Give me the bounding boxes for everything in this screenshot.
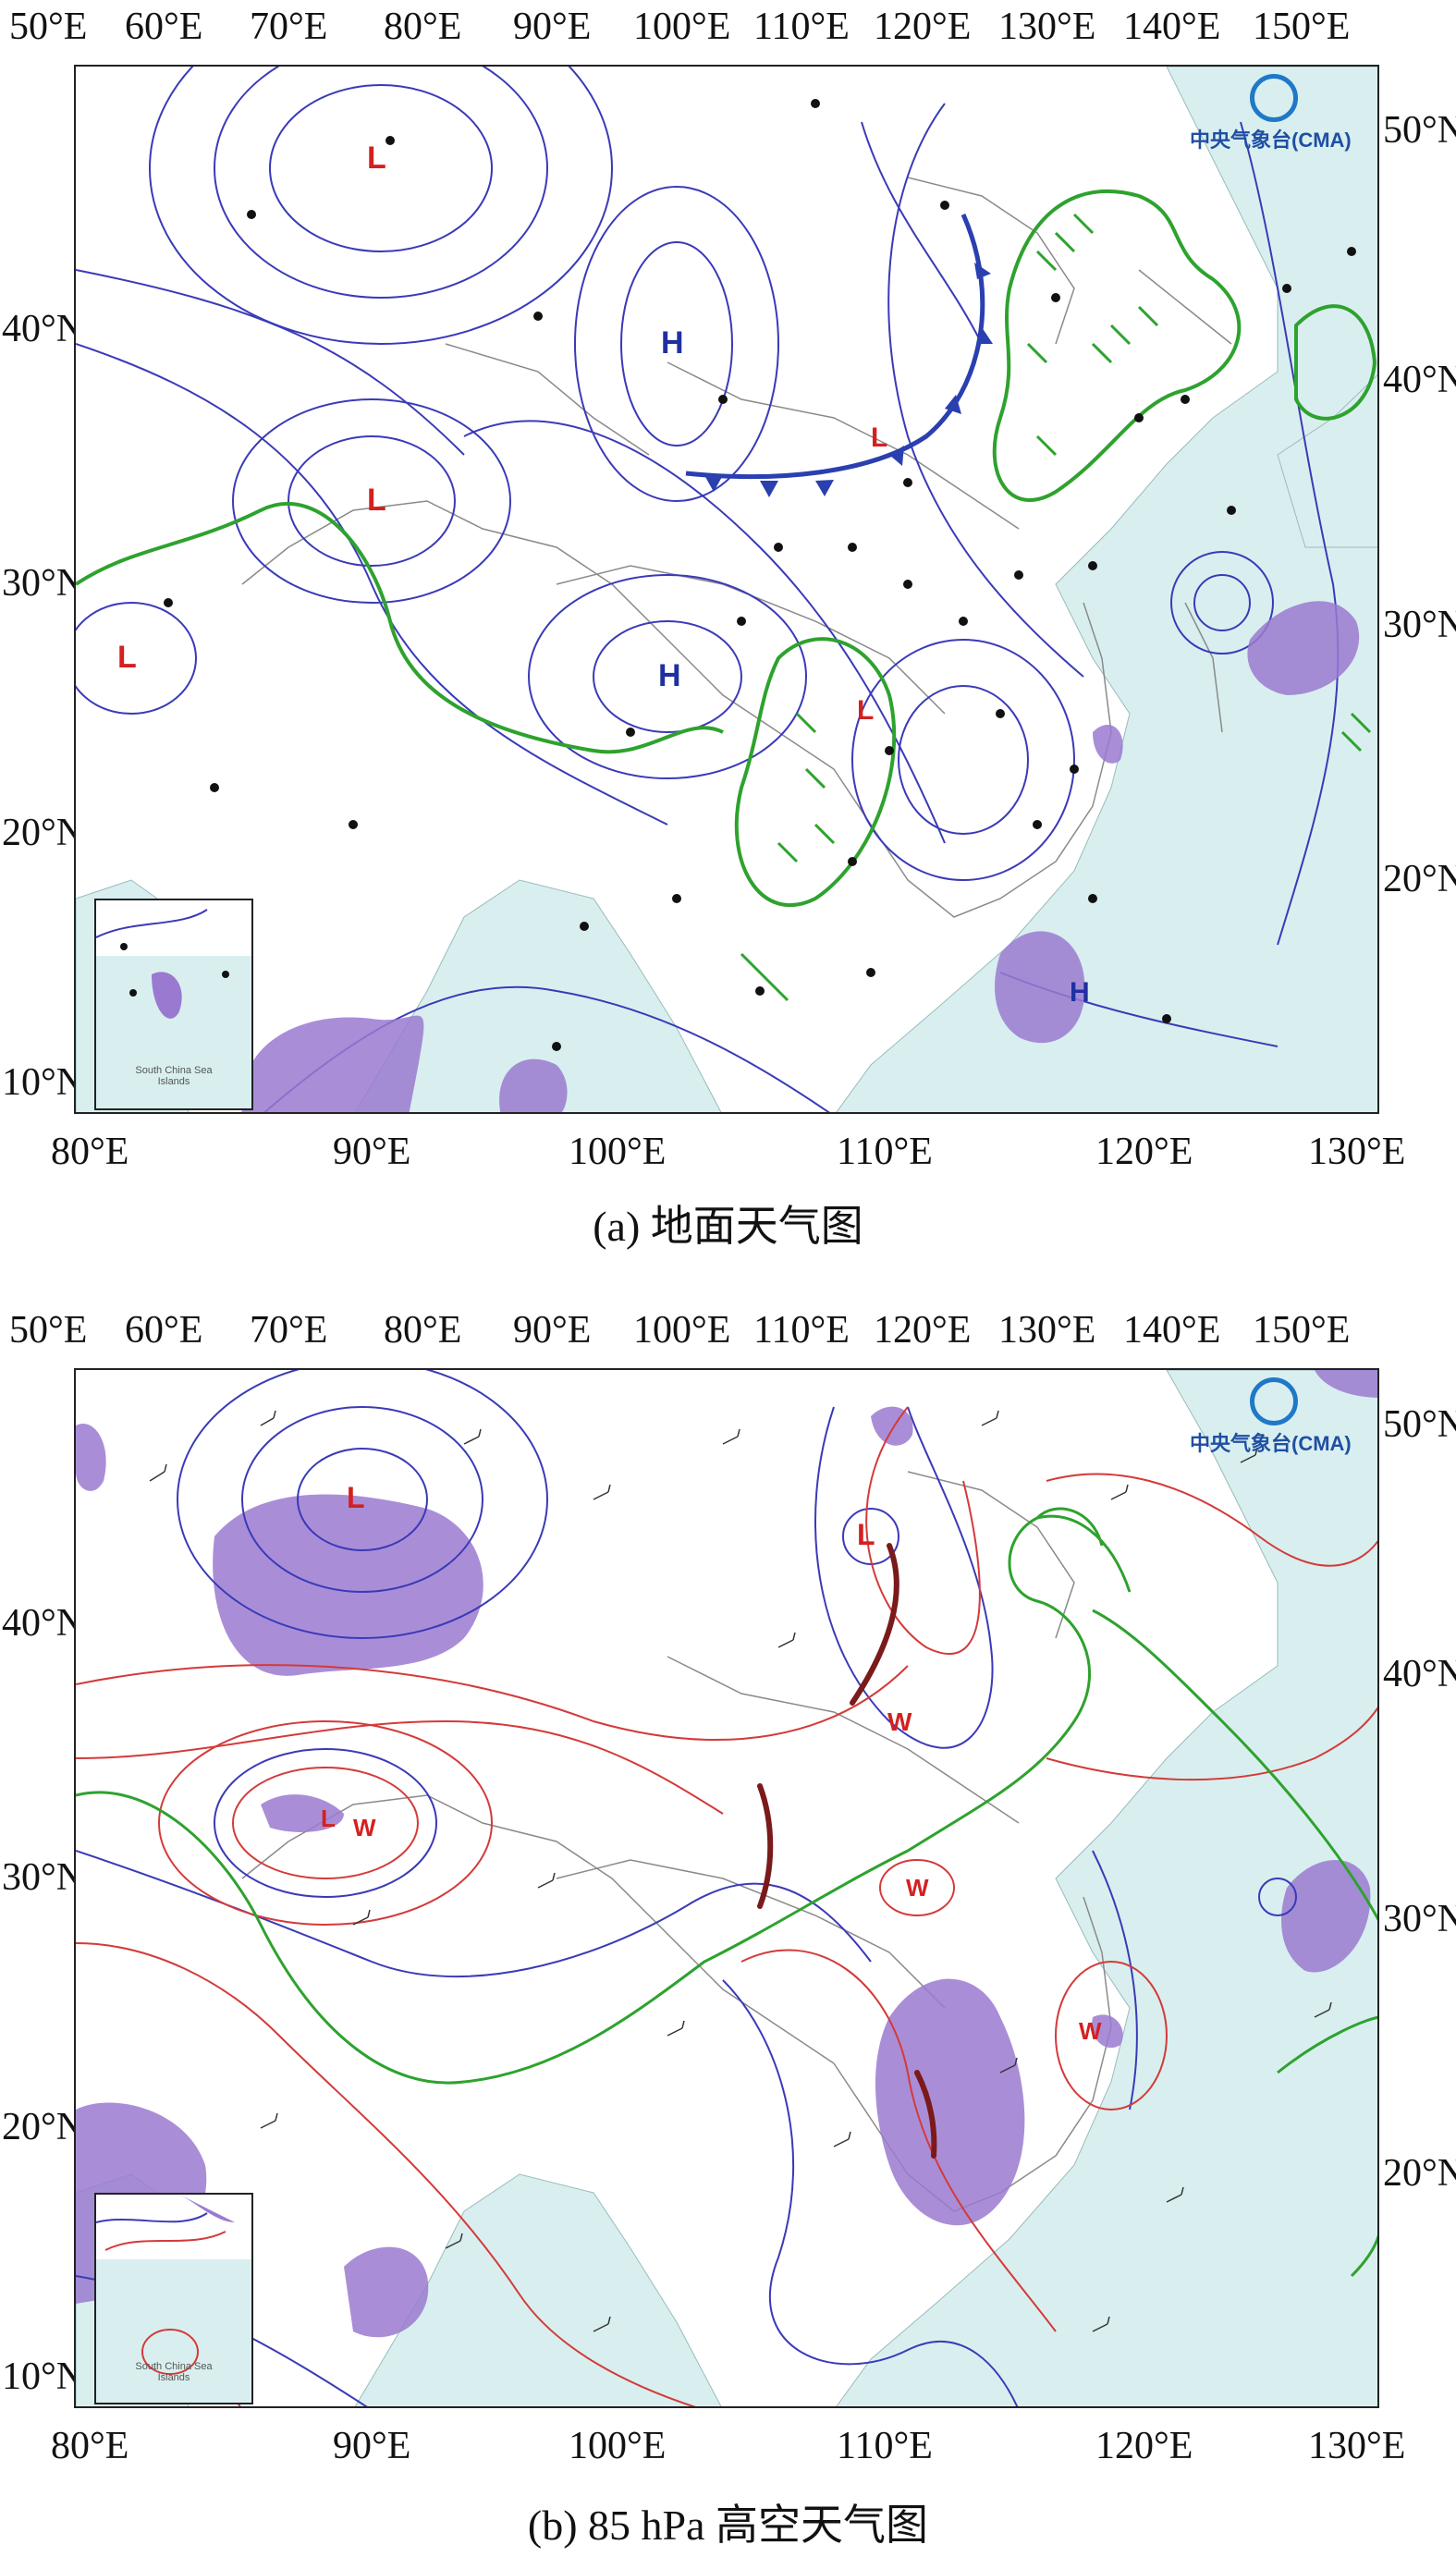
weather-stations xyxy=(164,99,1356,1051)
upper-air-map-panel: 50°E 60°E 70°E 80°E 90°E 100°E 110°E 120… xyxy=(0,1303,1456,2557)
left-lat-label: 40°N xyxy=(2,308,85,350)
temperature-contours xyxy=(76,1406,1377,2406)
right-lat-label: 50°N xyxy=(1383,109,1456,152)
left-lat-label: 30°N xyxy=(2,562,85,605)
low-pressure-symbol: L xyxy=(117,640,137,675)
top-lon-label: 70°E xyxy=(250,6,328,48)
upper-air-weather-map: L L W L W W W 中央气象台(CMA) South China Sea… xyxy=(74,1368,1379,2408)
high-pressure-symbol: H xyxy=(661,325,684,361)
isobars xyxy=(76,67,1340,1112)
inset-label: South China Sea Islands xyxy=(135,2361,213,2384)
right-lat-label: 50°N xyxy=(1383,1403,1456,1446)
top-lon-label: 60°E xyxy=(125,6,203,48)
coastline-borders xyxy=(241,1471,1112,2212)
top-longitude-axis: 50°E 60°E 70°E 80°E 90°E 100°E 110°E 120… xyxy=(0,0,1456,55)
low-pressure-symbol: L xyxy=(857,695,875,726)
coastline-borders xyxy=(241,177,1232,918)
bottom-lon-label: 110°E xyxy=(837,2425,933,2467)
right-lat-label: 30°N xyxy=(1383,604,1456,646)
bottom-lon-label: 120°E xyxy=(1095,1131,1193,1173)
top-longitude-axis: 50°E 60°E 70°E 80°E 90°E 100°E 110°E 120… xyxy=(0,1303,1456,1359)
low-pressure-symbol: L xyxy=(367,141,386,176)
top-lon-label: 90°E xyxy=(513,1309,592,1352)
top-lon-label: 60°E xyxy=(125,1309,203,1352)
top-lon-label: 50°E xyxy=(9,1309,88,1352)
inset-label: South China Sea Islands xyxy=(135,1065,213,1088)
low-center-symbol: L xyxy=(857,1518,875,1551)
cma-logo-text: 中央气象台(CMA) xyxy=(1190,1432,1352,1455)
top-lon-label: 100°E xyxy=(633,6,731,48)
left-lat-label: 20°N xyxy=(2,812,85,854)
moist-areas xyxy=(76,1370,1377,2338)
rain-areas xyxy=(76,190,1377,1002)
top-lon-label: 130°E xyxy=(998,6,1096,48)
left-lat-label: 10°N xyxy=(2,2355,85,2398)
figure-caption: (b) 85 hPa 高空天气图 xyxy=(527,2502,929,2549)
cold-front xyxy=(685,213,993,497)
top-lon-label: 140°E xyxy=(1123,6,1221,48)
heavy-rain-areas xyxy=(241,601,1360,1112)
low-pressure-symbol: L xyxy=(871,422,888,453)
top-lon-label: 130°E xyxy=(998,1309,1096,1352)
left-lat-label: 40°N xyxy=(2,1602,85,1645)
right-lat-label: 40°N xyxy=(1383,1653,1456,1695)
top-lon-label: 50°E xyxy=(9,6,88,48)
warm-center-symbol: W xyxy=(906,1874,929,1902)
sea-areas xyxy=(76,67,1377,1112)
south-china-sea-inset: South China Sea Islands xyxy=(94,899,253,1110)
warm-center-symbol: W xyxy=(1079,2017,1102,2045)
top-lon-label: 100°E xyxy=(633,1309,731,1352)
left-lat-label: 30°N xyxy=(2,1856,85,1899)
cma-logo-text: 中央气象台(CMA) xyxy=(1190,128,1352,152)
bottom-lon-label: 80°E xyxy=(51,1131,129,1173)
dewpoint-contours xyxy=(76,1507,1377,2278)
top-lon-label: 110°E xyxy=(753,1309,850,1352)
surface-map-graphics xyxy=(76,67,1377,1112)
warm-center-symbol: W xyxy=(353,1814,376,1841)
bottom-lon-label: 100°E xyxy=(569,2425,667,2467)
cma-logo-icon xyxy=(1250,74,1298,122)
right-lat-label: 20°N xyxy=(1383,2152,1456,2195)
bottom-lon-label: 120°E xyxy=(1095,2425,1193,2467)
bottom-lon-label: 90°E xyxy=(333,2425,411,2467)
bottom-lon-label: 130°E xyxy=(1308,1131,1406,1173)
top-lon-label: 70°E xyxy=(250,1309,328,1352)
inset-graphics xyxy=(96,900,251,1019)
bottom-lon-label: 80°E xyxy=(51,2425,129,2467)
high-pressure-symbol: H xyxy=(1070,977,1090,1008)
bottom-lon-label: 100°E xyxy=(569,1131,667,1173)
left-lat-label: 20°N xyxy=(2,2106,85,2148)
top-lon-label: 90°E xyxy=(513,6,592,48)
figure-caption: (a) 地面天气图 xyxy=(593,1203,863,1250)
top-lon-label: 110°E xyxy=(753,6,850,48)
warm-center-symbol: W xyxy=(887,1707,912,1736)
bottom-lon-label: 90°E xyxy=(333,1131,411,1173)
south-china-sea-inset: South China Sea Islands xyxy=(94,2193,253,2404)
top-lon-label: 150°E xyxy=(1253,6,1351,48)
bottom-lon-label: 130°E xyxy=(1308,2425,1406,2467)
left-lat-label: 10°N xyxy=(2,1061,85,1104)
top-lon-label: 120°E xyxy=(874,1309,972,1352)
low-center-symbol: L xyxy=(347,1481,365,1514)
shear-lines xyxy=(757,1543,937,2159)
right-lat-label: 40°N xyxy=(1383,359,1456,401)
bottom-lon-label: 110°E xyxy=(837,1131,933,1173)
inset-graphics xyxy=(96,2195,251,2375)
top-lon-label: 120°E xyxy=(874,6,972,48)
right-lat-label: 20°N xyxy=(1383,858,1456,900)
top-lon-label: 80°E xyxy=(384,1309,462,1352)
top-lon-label: 150°E xyxy=(1253,1309,1351,1352)
surface-weather-map: L L L H H L L H H 中央气象台(CMA) South China… xyxy=(74,65,1379,1114)
low-center-symbol: L xyxy=(321,1805,336,1832)
top-lon-label: 80°E xyxy=(384,6,462,48)
top-lon-label: 140°E xyxy=(1123,1309,1221,1352)
upper-air-map-graphics xyxy=(76,1370,1377,2406)
wind-barbs xyxy=(149,1410,1332,2332)
cma-logo-icon xyxy=(1250,1377,1298,1425)
high-pressure-symbol: H xyxy=(658,658,681,693)
low-pressure-symbol: L xyxy=(367,483,386,518)
surface-map-panel: 50°E 60°E 70°E 80°E 90°E 100°E 110°E 120… xyxy=(0,0,1456,1266)
right-lat-label: 30°N xyxy=(1383,1898,1456,1940)
